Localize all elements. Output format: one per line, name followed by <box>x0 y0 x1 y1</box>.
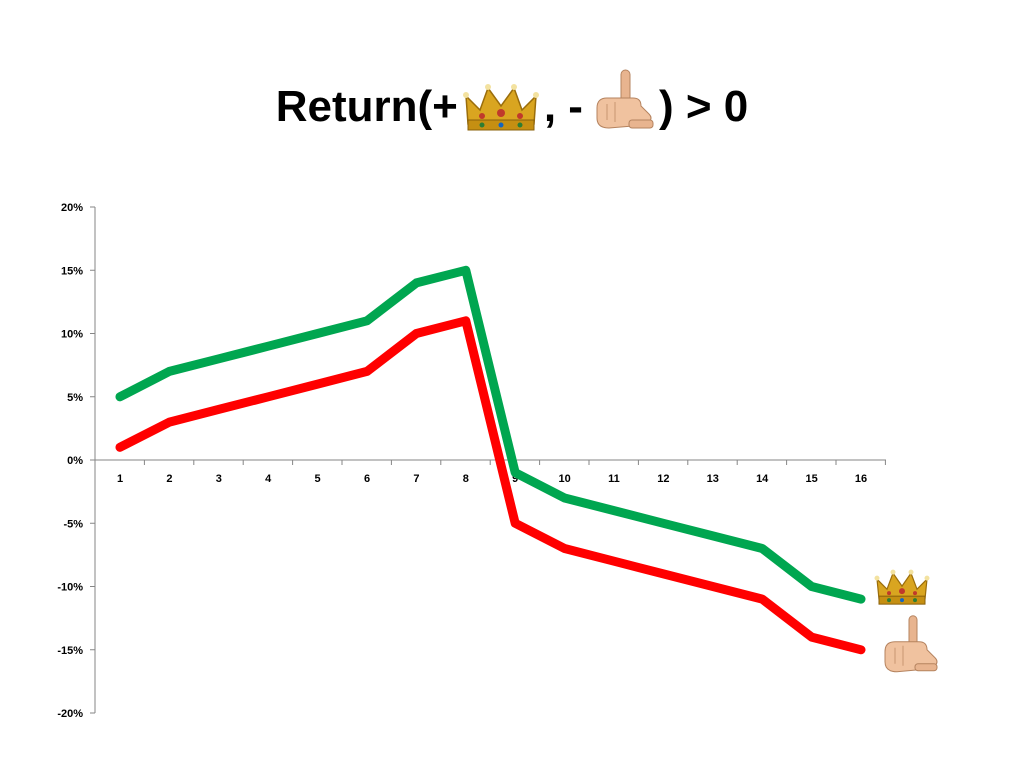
x-tick-label: 2 <box>166 473 172 485</box>
x-tick-label: 4 <box>265 473 272 485</box>
x-tick-label: 13 <box>707 473 719 485</box>
x-tick-label: 15 <box>805 473 817 485</box>
y-tick-label: -10% <box>57 582 83 594</box>
title-prefix: Return(+ <box>275 82 458 131</box>
x-tick-label: 1 <box>117 473 123 485</box>
y-tick-label: 10% <box>61 329 83 341</box>
x-tick-label: 8 <box>463 473 469 485</box>
x-tick-label: 5 <box>315 473 321 485</box>
x-tick-label: 12 <box>657 473 669 485</box>
y-tick-label: 15% <box>61 265 83 277</box>
x-tick-label: 7 <box>413 473 419 485</box>
series-line-crown <box>115 265 866 604</box>
x-tick-label: 11 <box>608 473 620 485</box>
y-tick-label: -15% <box>57 645 83 657</box>
x-tick-label: 9 <box>512 473 518 485</box>
y-tick-label: 20% <box>61 202 83 214</box>
title-separator: , - <box>543 82 583 131</box>
chart-title: Return(+ , - ) > 0 <box>0 62 1024 152</box>
x-tick-label: 6 <box>364 473 370 485</box>
title-suffix: ) > 0 <box>658 82 749 131</box>
y-tick-label: -5% <box>63 518 83 530</box>
series-line-hand <box>115 316 866 655</box>
x-tick-label: 10 <box>558 473 570 485</box>
x-tick-label: 16 <box>855 473 867 485</box>
y-axis: 20% 15% 10% 5% 0% -5% -10% -15% -20% <box>57 202 96 720</box>
x-tick-label: 14 <box>756 473 769 485</box>
x-tick-label: 3 <box>216 473 222 485</box>
x-axis: 1 2 3 4 5 6 7 8 9 10 11 12 13 14 15 16 <box>94 459 886 485</box>
y-tick-label: -20% <box>57 708 83 720</box>
series-layer <box>115 265 866 655</box>
pointing-hand-icon <box>884 615 938 673</box>
crown-icon <box>462 84 539 131</box>
pointing-hand-icon <box>596 69 654 129</box>
y-tick-label: 5% <box>67 392 83 404</box>
crown-icon <box>874 569 930 605</box>
end-icons <box>874 569 938 673</box>
y-tick-label: 0% <box>67 455 83 467</box>
